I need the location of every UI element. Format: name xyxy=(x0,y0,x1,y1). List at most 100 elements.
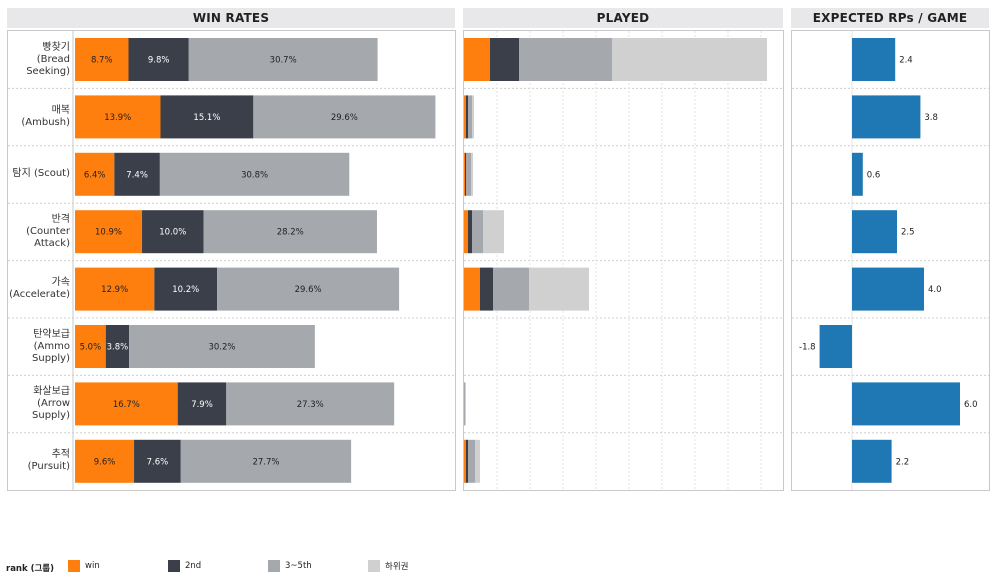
legend-item-lower: 하위권 xyxy=(368,560,408,572)
played-bar-win-3 xyxy=(464,210,468,254)
win-bar-3~5th-2 xyxy=(159,152,350,196)
rp-label-6: 6.0 xyxy=(964,400,978,410)
win-bar-3~5th-5 xyxy=(129,325,315,368)
legend-label-2nd: 2nd xyxy=(185,561,202,571)
category-label: 빵찾기 (Bread Seeking) xyxy=(26,41,70,77)
win-label-win-1: 13.9% xyxy=(104,113,131,123)
rp-bar-6 xyxy=(852,382,960,426)
legend-swatch-2nd xyxy=(168,560,180,572)
win-label-2nd-7: 7.6% xyxy=(147,457,169,467)
played-bar-3~5th-7 xyxy=(468,439,475,483)
played-bar-3~5th-4 xyxy=(493,267,529,311)
rp-label-3: 2.5 xyxy=(901,228,915,238)
played-bar-2nd-2 xyxy=(465,152,466,196)
played-bar-3~5th-2 xyxy=(466,152,471,196)
played-bar-하위권-2 xyxy=(471,152,473,196)
win-bar-2nd-2 xyxy=(114,152,160,196)
rp-label-7: 2.2 xyxy=(896,457,910,467)
win-rates-frame xyxy=(7,30,456,491)
rp-label-4: 4.0 xyxy=(928,285,942,295)
win-bar-3~5th-0 xyxy=(188,38,378,81)
played-bar-win-1 xyxy=(464,95,466,139)
played-bar-2nd-7 xyxy=(466,439,468,483)
legend: rank (그룹) win 2nd 3~5th 하위권 xyxy=(0,560,1000,574)
rp-bar-1 xyxy=(852,95,921,139)
legend-swatch-win xyxy=(68,560,80,572)
win-label-3~5th-4: 29.6% xyxy=(295,285,322,295)
rp-label-1: 3.8 xyxy=(924,113,938,123)
win-bar-2nd-7 xyxy=(134,439,181,483)
win-label-win-0: 8.7% xyxy=(91,56,113,66)
win-label-3~5th-1: 29.6% xyxy=(331,113,358,123)
expected-rp-header: EXPECTED RPs / GAME xyxy=(791,8,989,28)
win-bar-win-7 xyxy=(75,439,135,483)
win-label-2nd-1: 15.1% xyxy=(193,113,220,123)
played-bar-2nd-0 xyxy=(490,38,519,81)
win-bar-2nd-1 xyxy=(160,95,254,139)
rp-bar-5 xyxy=(819,325,852,368)
expected-rp-frame xyxy=(791,30,990,491)
win-label-3~5th-3: 28.2% xyxy=(277,228,304,238)
category-label: 화살보급 (Arrow Supply) xyxy=(32,386,70,422)
win-bar-win-4 xyxy=(75,267,155,311)
played-bar-하위권-4 xyxy=(529,267,589,311)
legend-label-lower: 하위권 xyxy=(385,562,409,572)
rp-bar-2 xyxy=(852,152,863,196)
played-bar-3~5th-0 xyxy=(519,38,612,81)
played-bar-win-4 xyxy=(464,267,480,311)
played-bar-하위권-7 xyxy=(475,439,480,483)
played-bar-하위권-6 xyxy=(465,382,466,426)
category-label: 매복 (Ambush) xyxy=(21,105,70,129)
win-label-3~5th-2: 30.8% xyxy=(241,170,268,180)
win-label-3~5th-5: 30.2% xyxy=(208,343,235,353)
category-label: 탐지 (Scout) xyxy=(12,168,70,180)
category-label: 추적 (Pursuit) xyxy=(27,449,70,473)
category-label: 반격 (Counter Attack) xyxy=(26,213,70,249)
rp-label-2: 0.6 xyxy=(867,170,881,180)
win-bar-3~5th-6 xyxy=(226,382,395,426)
win-bar-win-5 xyxy=(75,325,106,368)
played-bar-하위권-3 xyxy=(483,210,504,254)
win-bar-win-2 xyxy=(75,152,115,196)
legend-label-win: win xyxy=(85,561,100,571)
win-label-win-2: 6.4% xyxy=(84,170,106,180)
played-header: PLAYED xyxy=(463,8,783,28)
win-label-win-7: 9.6% xyxy=(94,457,116,467)
win-bar-win-0 xyxy=(75,38,129,81)
win-label-win-6: 16.7% xyxy=(113,400,140,410)
win-bar-3~5th-4 xyxy=(217,267,400,311)
win-label-3~5th-7: 27.7% xyxy=(252,457,279,467)
win-bar-win-3 xyxy=(75,210,143,254)
played-bar-win-0 xyxy=(464,38,490,81)
played-bar-win-7 xyxy=(464,439,466,483)
win-label-2nd-2: 7.4% xyxy=(126,170,148,180)
played-bar-3~5th-1 xyxy=(468,95,472,139)
rp-bar-0 xyxy=(852,38,896,81)
played-bar-하위권-0 xyxy=(612,38,767,81)
win-label-3~5th-0: 30.7% xyxy=(270,56,297,66)
legend-item-3-5th: 3~5th xyxy=(268,560,312,572)
win-label-2nd-4: 10.2% xyxy=(172,285,199,295)
win-bar-2nd-5 xyxy=(105,325,130,368)
win-bar-3~5th-1 xyxy=(253,95,436,139)
win-label-win-4: 12.9% xyxy=(101,285,128,295)
win-label-win-5: 5.0% xyxy=(80,343,102,353)
category-label: 가속 (Accelerate) xyxy=(9,277,70,301)
win-label-2nd-0: 9.8% xyxy=(148,56,170,66)
played-bar-2nd-4 xyxy=(480,267,493,311)
legend-swatch-3-5th xyxy=(268,560,280,572)
legend-label-3-5th: 3~5th xyxy=(285,561,312,571)
played-bar-win-2 xyxy=(464,152,465,196)
rp-bar-7 xyxy=(852,439,892,483)
played-bar-2nd-1 xyxy=(466,95,468,139)
legend-title: rank (그룹) xyxy=(6,564,55,574)
win-label-win-3: 10.9% xyxy=(95,228,122,238)
win-bar-win-1 xyxy=(75,95,161,139)
category-label: 탄약보급 (Ammo Supply) xyxy=(32,328,70,364)
played-bar-하위권-1 xyxy=(472,95,474,139)
win-label-2nd-5: 3.8% xyxy=(107,343,129,353)
win-bar-3~5th-7 xyxy=(180,439,352,483)
legend-item-2nd: 2nd xyxy=(168,560,201,572)
rp-label-5: -1.8 xyxy=(799,343,816,353)
